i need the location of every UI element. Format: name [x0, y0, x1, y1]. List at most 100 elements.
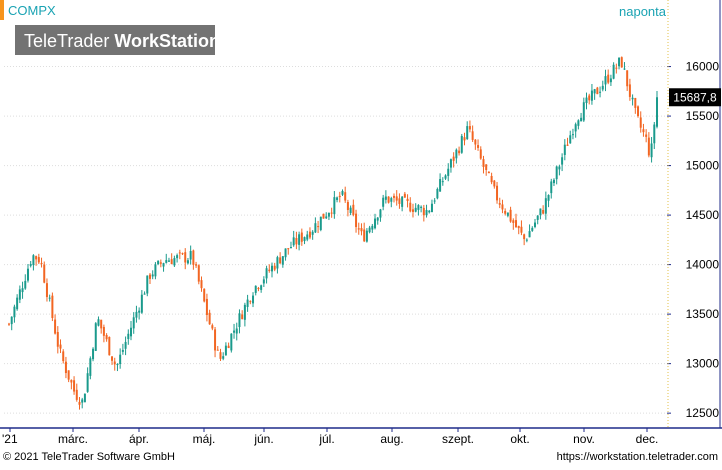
- candle-body: [523, 234, 526, 240]
- candle-body: [279, 257, 282, 264]
- candle-body: [292, 237, 295, 246]
- candle-body: [249, 301, 252, 303]
- candle-body: [200, 280, 203, 289]
- candle-body: [452, 156, 455, 161]
- candle-body: [387, 196, 390, 203]
- candle-body: [308, 231, 311, 238]
- candle-body: [184, 252, 187, 263]
- candle-body: [441, 181, 444, 183]
- candle-body: [241, 314, 244, 320]
- interval-label[interactable]: naponta: [619, 4, 667, 19]
- x-tick-label: '21: [2, 432, 18, 446]
- last-price-tag: 15687,8: [669, 88, 721, 107]
- candle-body: [466, 126, 469, 140]
- candle-body: [148, 274, 151, 279]
- candle-body: [447, 168, 450, 176]
- candle-body: [67, 370, 70, 380]
- candle-body: [146, 275, 149, 294]
- candle-body: [111, 356, 114, 361]
- candle-body: [83, 393, 86, 403]
- candle-body: [35, 256, 38, 260]
- candle-body: [656, 97, 658, 127]
- candle-body: [550, 181, 553, 194]
- candle-body: [525, 239, 528, 241]
- source-url[interactable]: https://workstation.teletrader.com: [556, 451, 718, 463]
- candle-body: [552, 179, 555, 184]
- candle-body: [390, 198, 393, 202]
- candle-body: [430, 203, 433, 213]
- candle-body: [612, 64, 615, 79]
- candle-body: [40, 262, 43, 264]
- candle-body: [601, 85, 604, 90]
- candle-body: [235, 328, 238, 334]
- candle-body: [520, 226, 523, 233]
- candle-body: [227, 345, 230, 349]
- candle-body: [341, 190, 344, 195]
- y-tick-label: 13000: [686, 357, 720, 371]
- candle-body: [140, 294, 143, 313]
- candle-body: [119, 354, 122, 365]
- candle-body: [509, 209, 512, 222]
- symbol-label[interactable]: COMPX: [8, 3, 56, 18]
- candle-body: [474, 139, 477, 145]
- candle-body: [580, 117, 583, 122]
- candle-body: [515, 220, 518, 228]
- candle-body: [270, 265, 273, 272]
- candle-body: [352, 204, 355, 215]
- candle-body: [395, 196, 398, 201]
- candle-body: [628, 84, 631, 97]
- candle-body: [539, 208, 542, 216]
- watermark-box: [15, 25, 215, 55]
- candle-body: [599, 91, 602, 93]
- candle-body: [336, 197, 339, 201]
- candle-body: [531, 227, 534, 231]
- candle-body: [477, 145, 480, 148]
- candle-body: [135, 311, 138, 318]
- candle-body: [289, 247, 292, 249]
- candle-body: [433, 200, 436, 202]
- candle-body: [132, 317, 135, 329]
- candle-body: [485, 164, 488, 171]
- candle-body: [18, 289, 21, 300]
- y-tick-label: 14500: [686, 208, 720, 222]
- candle-body: [130, 327, 133, 337]
- candle-body: [653, 124, 656, 144]
- candle-body: [460, 135, 463, 153]
- candle-body: [566, 144, 569, 146]
- copyright-text: © 2021 TeleTrader Software GmbH: [3, 451, 175, 463]
- last-price-box: [669, 88, 721, 107]
- candle-body: [167, 260, 170, 262]
- candle-body: [214, 329, 217, 351]
- candle-body: [54, 319, 57, 334]
- candle-body: [257, 287, 260, 289]
- candle-body: [143, 293, 146, 295]
- candle-body: [574, 124, 577, 132]
- candle-body: [238, 313, 241, 328]
- candle-body: [406, 198, 409, 202]
- candle-body: [154, 264, 157, 277]
- candle-body: [43, 264, 46, 283]
- candle-body: [428, 210, 431, 213]
- candle-body: [252, 295, 255, 304]
- candle-body: [208, 312, 211, 325]
- candle-body: [56, 332, 59, 347]
- candle-body: [311, 231, 314, 235]
- x-tick-label: máj.: [193, 432, 216, 446]
- candle-body: [365, 230, 368, 242]
- candle-body: [284, 248, 287, 258]
- candle-body: [192, 250, 195, 265]
- candle-body: [615, 67, 618, 69]
- candle-body: [298, 234, 301, 245]
- candle-body: [113, 361, 116, 365]
- candle-body: [26, 268, 29, 281]
- candle-body: [205, 298, 208, 315]
- candle-body: [181, 253, 184, 255]
- candle-body: [108, 336, 111, 356]
- candle-body: [458, 150, 461, 154]
- candle-body: [487, 171, 490, 174]
- candle-body: [607, 74, 610, 83]
- candle-body: [618, 57, 621, 67]
- candle-body: [10, 316, 13, 325]
- candle-body: [536, 215, 539, 220]
- x-tick-label: aug.: [380, 432, 403, 446]
